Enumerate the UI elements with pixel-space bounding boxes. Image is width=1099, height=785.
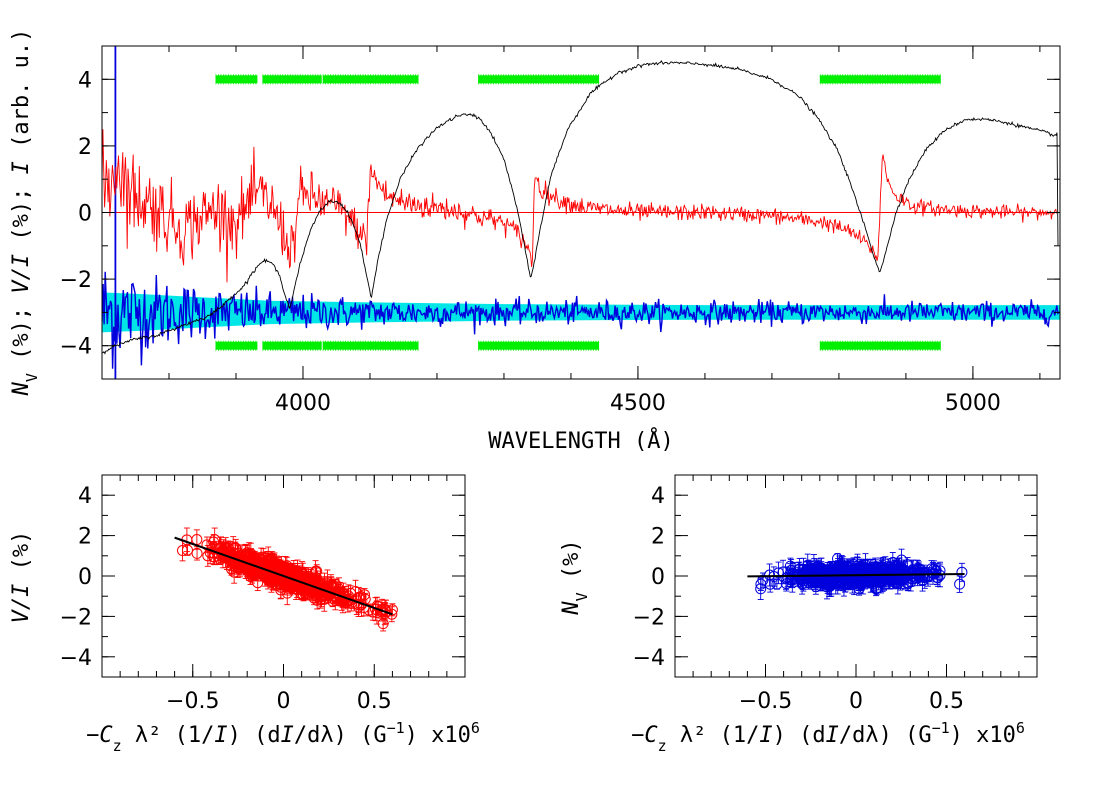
n-panel-y-axis-title: NV (%) [559,539,591,615]
v-panel-y-tick-label: 4 [78,484,92,509]
n-panel-point [857,566,869,578]
n-panel-y-tick-label: −4 [633,646,665,671]
n-panel-point [887,556,899,568]
spectrum-data-layer [102,46,1060,379]
n-panel-point [892,578,904,590]
v-panel-point [276,562,288,574]
v-panel-y-tick-label: −4 [60,646,92,671]
spectrum-y-tick-label: 2 [78,135,92,160]
v-panel-x-tick-label: 0 [277,689,291,714]
null-spectrum-line [102,271,1060,369]
spectrum-y-axis-title: NV (%); V/I (%); I (arb. u.) [9,29,41,397]
line-mask-ticks [215,74,257,85]
line-mask-segment-top [215,75,258,84]
line-mask-segment-bottom [262,341,322,350]
line-mask-ticks [478,340,599,351]
n-panel-point [784,560,796,572]
v-panel-point [359,589,371,601]
n-panel-point [922,571,934,583]
n-panel-x-tick-label: 0.5 [929,689,964,714]
v-panel-point [243,558,255,570]
v-panel-y-tick-label: 0 [78,565,92,590]
v-panel-x-axis-title: −Cz λ² (1/I) (dI/dλ) (G−1) x106 [86,719,480,755]
n-panel-point [777,566,789,578]
v-panel-fit-line [174,536,393,616]
v-panel-plot-frame [101,474,466,678]
line-mask-segment-bottom [215,341,258,350]
v-panel-point [218,549,230,561]
n-panel-point [827,572,839,584]
n-panel-point [954,578,966,590]
n-panel-point [915,567,927,579]
line-mask-ticks [262,74,321,85]
spectrum-plot-frame [101,45,1061,380]
v-panel-x-tick-label: 0.5 [357,689,392,714]
v-vs-derivative-panel: −0.5 0 0.5 −4 −2 0 2 4 [60,474,466,714]
v-panel-x-tick-label: −0.5 [166,689,219,714]
spectrum-y-tick-label: −2 [60,268,92,293]
n-panel-point [757,574,769,586]
n-panel-point [870,567,882,579]
n-panel-x-tick-label: 0 [849,689,863,714]
n-panel-fit-line [747,572,965,578]
n-panel-x-tick-label: −0.5 [739,689,792,714]
v-panel-point [273,558,285,570]
line-mask-ticks [322,74,419,85]
v-panel-y-axis-title: V/I (%) [9,531,34,624]
v-panel-y-tick-label: 2 [78,525,92,550]
spectrum-x-tick-label: 4000 [275,391,331,416]
n-panel-point [930,564,942,576]
v-panel-point [270,561,282,573]
line-mask-ticks [322,340,419,351]
v-panel-point [298,574,310,586]
v-panel-point [380,606,392,618]
v-panel-point [386,604,398,616]
n-panel-point [956,566,968,578]
n-panel-plot-frame [674,474,1038,678]
n-panel-point [817,571,829,583]
v-panel-point [176,545,188,557]
n-panel-y-tick-label: −2 [633,605,665,630]
v-panel-point [314,591,326,603]
spectrum-x-tick-label: 4500 [610,391,666,416]
n-panel-point [773,567,785,579]
spectrum-y-tick-label: 4 [78,68,92,93]
line-mask-segment-top [262,75,322,84]
n-vs-derivative-panel: −0.5 0 0.5 −4 −2 0 2 4 [633,474,1038,714]
line-mask-ticks [819,74,941,85]
line-mask-ticks [478,74,599,85]
n-panel-point [836,566,848,578]
spectrum-panel: 4000 4500 5000 −4 −2 0 2 4 [60,45,1061,416]
v-panel-points [176,527,398,632]
n-panel-point [793,568,805,580]
line-mask-ticks [819,340,941,351]
v-panel-y-tick-label: −2 [60,605,92,630]
spectrum-y-tick-label: 0 [78,202,92,227]
spectrum-x-axis-title: WAVELENGTH (Å) [488,427,673,454]
v-panel-point [345,598,357,610]
n-panel-y-tick-label: 2 [651,525,665,550]
n-panel-point [755,583,767,595]
stokes-v-spectrum-line [102,129,1058,283]
n-panel-point [918,567,930,579]
line-mask-ticks [215,340,257,351]
v-panel-point [330,592,342,604]
spectrum-x-tick-label: 5000 [945,391,1001,416]
v-panel-point [219,542,231,554]
n-panel-point [807,566,819,578]
intensity-spectrum-line [102,60,1059,355]
n-panel-y-tick-label: 0 [651,565,665,590]
n-panel-y-tick-label: 4 [651,484,665,509]
line-mask-ticks [262,340,321,351]
n-panel-x-axis-title: −Cz λ² (1/I) (dI/dλ) (G−1) x106 [631,719,1025,755]
spectrum-y-tick-label: −4 [60,335,92,360]
